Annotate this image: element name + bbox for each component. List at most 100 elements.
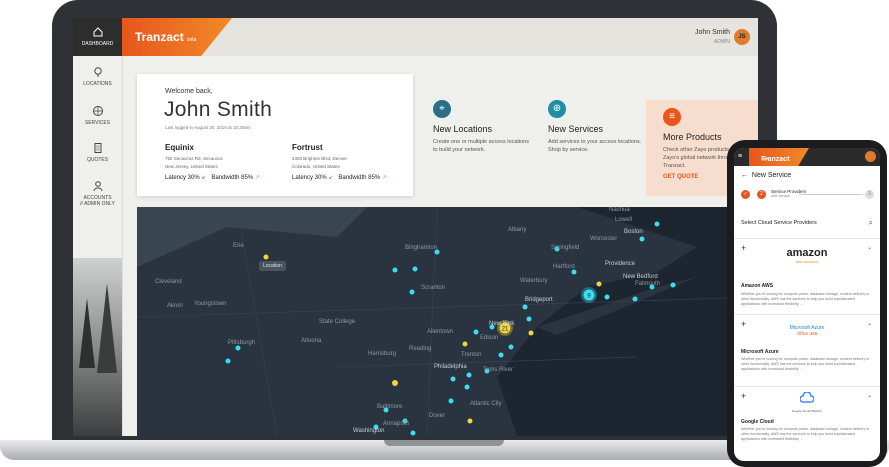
- location-marker[interactable]: [448, 398, 454, 404]
- chevron-down-icon[interactable]: ⌄: [866, 321, 872, 327]
- city-label: Boston: [624, 229, 643, 235]
- mobile-header: ← New Service: [741, 172, 791, 179]
- dashboard-screen: DASHBOARD LOCATIONS SERVICES QUOTES ACCO…: [73, 18, 758, 436]
- locations-map[interactable]: 21 9 Location Albany Nashua Lowell Bosto…: [137, 207, 758, 436]
- location-marker[interactable]: [649, 284, 655, 290]
- sidebar-item-locations[interactable]: LOCATIONS: [73, 66, 122, 87]
- amazon-logo: amazon web services: [774, 247, 840, 264]
- roads: [137, 207, 758, 436]
- city-label: Youngstown: [194, 301, 227, 307]
- city-label: Baltimore: [377, 404, 403, 410]
- search-icon[interactable]: ⌕: [868, 218, 873, 227]
- site-card[interactable]: Equinix 755 Secaucus Rd, Secaucus New Je…: [165, 143, 260, 181]
- new-services-tile[interactable]: ⊕ New Services Add services to your acce…: [548, 100, 648, 154]
- brand-logo[interactable]: Tranzact beta: [122, 18, 232, 56]
- city-label: Albany: [508, 227, 527, 233]
- database-icon: ≡: [663, 108, 681, 126]
- cloud-icon: [799, 391, 815, 403]
- yellow-markers: [263, 254, 602, 424]
- location-marker[interactable]: [596, 281, 602, 287]
- trend-up-icon: ↗: [381, 175, 387, 181]
- sidebar-item-quotes[interactable]: QUOTES: [73, 142, 122, 163]
- location-marker[interactable]: [402, 418, 408, 424]
- site-card[interactable]: Fortrust 4300 Brighton Blvd, Denver Colo…: [292, 143, 387, 181]
- location-marker[interactable]: [639, 236, 645, 242]
- location-markers: [225, 221, 676, 436]
- cluster-marker[interactable]: [583, 289, 595, 301]
- city-label: Hartford: [553, 264, 575, 270]
- forest-image: [73, 258, 122, 436]
- location-marker[interactable]: [526, 316, 532, 322]
- city-label: Altoona: [301, 338, 322, 344]
- chevron-down-icon[interactable]: ⌄: [866, 245, 872, 251]
- location-marker[interactable]: [392, 380, 398, 386]
- location-marker[interactable]: [462, 341, 468, 347]
- location-marker[interactable]: [409, 289, 415, 295]
- welcome-card: Welcome back, John Smith Last logged in …: [137, 74, 413, 196]
- location-marker[interactable]: [464, 384, 470, 390]
- welcome-name: John Smith: [164, 98, 273, 121]
- city-label: Scranton: [421, 285, 446, 291]
- location-marker[interactable]: [263, 254, 269, 260]
- location-marker[interactable]: [434, 249, 440, 255]
- location-marker[interactable]: [373, 424, 379, 430]
- location-marker[interactable]: [604, 294, 610, 300]
- tile-description: Check other Zayo products across Zayo's …: [663, 147, 747, 169]
- location-marker[interactable]: [235, 345, 241, 351]
- mobile-brand-logo[interactable]: Tranzact beta: [749, 148, 809, 166]
- location-marker[interactable]: [554, 246, 560, 252]
- location-marker[interactable]: [528, 330, 534, 336]
- provider-card[interactable]: + ⌄ amazon web services Amazon AWS Wheth…: [734, 238, 880, 325]
- add-icon[interactable]: +: [741, 319, 747, 329]
- city-label: Lowell: [615, 217, 633, 223]
- location-marker[interactable]: [522, 304, 528, 310]
- location-marker[interactable]: [383, 407, 389, 413]
- location-marker[interactable]: [410, 430, 416, 436]
- provider-card[interactable]: + ⌄ Microsoft Azure Office 365 Microsoft…: [734, 314, 880, 387]
- logo-subtext: Office 365: [796, 331, 818, 336]
- location-marker[interactable]: [670, 282, 676, 288]
- bandwidth-metric: Bandwidth 85%: [211, 175, 254, 181]
- tile-title: New Locations: [433, 124, 493, 134]
- provider-name: Microsoft Azure: [741, 349, 779, 355]
- city-label: Dover: [429, 413, 446, 419]
- provider-description: Whether you're looking for compute power…: [741, 357, 870, 371]
- chevron-down-icon[interactable]: ⌄: [866, 393, 872, 399]
- new-locations-tile[interactable]: ⌖ New Locations Create one or multiple a…: [433, 100, 533, 154]
- step-number: 3: [865, 190, 874, 199]
- step-label: Service Providers Add Service: [771, 189, 806, 198]
- location-marker[interactable]: [498, 352, 504, 358]
- location-marker[interactable]: [225, 358, 231, 364]
- avatar[interactable]: [865, 151, 876, 162]
- phone-frame: ≡ Tranzact beta ← New Service ✓ 2 Servic…: [727, 140, 887, 467]
- location-marker[interactable]: [466, 372, 472, 378]
- location-marker[interactable]: [571, 269, 577, 275]
- sidebar-item-dashboard[interactable]: DASHBOARD: [73, 18, 122, 56]
- location-marker[interactable]: [467, 418, 473, 424]
- location-marker[interactable]: [392, 267, 398, 273]
- cluster-marker[interactable]: [499, 322, 511, 334]
- sidebar-item-services[interactable]: SERVICES: [73, 105, 122, 126]
- location-marker[interactable]: [473, 329, 479, 335]
- city-label: Toms River: [483, 367, 514, 373]
- location-marker[interactable]: [450, 376, 456, 382]
- location-marker[interactable]: [632, 296, 638, 302]
- add-icon[interactable]: +: [741, 243, 747, 253]
- avatar[interactable]: JS: [734, 29, 750, 45]
- location-marker[interactable]: [484, 368, 490, 374]
- provider-card[interactable]: + ⌄ Google Cloud Platform Google Cloud W…: [734, 386, 880, 461]
- brand-beta: beta: [186, 37, 197, 43]
- location-marker[interactable]: [489, 324, 495, 330]
- add-icon[interactable]: +: [741, 391, 747, 401]
- back-arrow-icon[interactable]: ←: [741, 172, 748, 179]
- location-marker[interactable]: [412, 266, 418, 272]
- tile-description: Create one or multiple access locations …: [433, 139, 529, 153]
- sidebar-item-accounts[interactable]: ACCOUNTS // ADMIN ONLY: [73, 180, 122, 207]
- location-marker[interactable]: [654, 221, 660, 227]
- site-region: New Jersey, United States: [165, 164, 218, 169]
- provider-description: Whether you're looking for compute power…: [741, 427, 870, 441]
- menu-icon[interactable]: ≡: [738, 153, 743, 160]
- get-quote-link[interactable]: GET QUOTE: [663, 174, 699, 180]
- provider-name: Google Cloud: [741, 419, 774, 425]
- location-marker[interactable]: [508, 344, 514, 350]
